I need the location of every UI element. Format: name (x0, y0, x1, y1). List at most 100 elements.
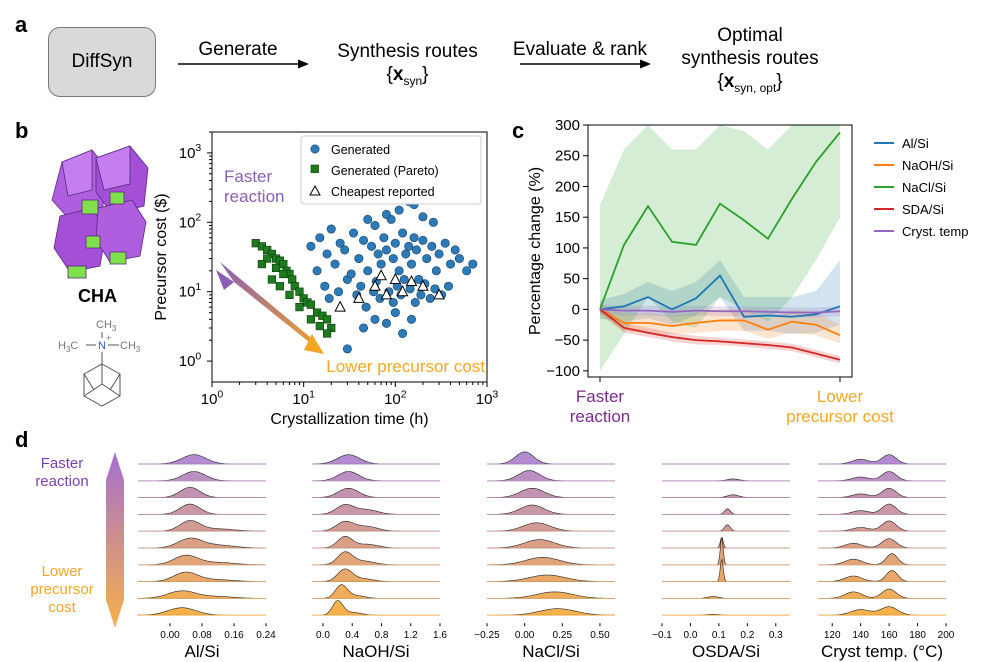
pareto-point (279, 269, 288, 279)
generated-point (390, 308, 400, 318)
synthesis-routes-node: Synthesis routes {xsyn} (320, 40, 495, 93)
legend-label: Generated (331, 143, 390, 157)
pareto-point (285, 290, 294, 299)
ridge-x-tick-label: 200 (938, 630, 955, 641)
reported-point (353, 291, 365, 303)
ridge-density (487, 591, 615, 599)
ridge-x-tick-label: 0.25 (553, 630, 573, 641)
evaluate-arrow (520, 59, 651, 69)
ridge-density (312, 551, 440, 566)
series-line (599, 274, 841, 318)
legend-label: NaOH/Si (902, 158, 953, 173)
y-tick-label: 100 (555, 240, 580, 257)
ridge-density (138, 503, 266, 515)
ridge-density (662, 494, 790, 498)
generated-point (406, 259, 416, 269)
ridge-density (138, 554, 266, 566)
ridge-density (311, 454, 440, 465)
generated-point (324, 293, 334, 303)
y-tick-label: 103 (179, 142, 202, 162)
generated-point (320, 281, 330, 291)
generated-point (398, 228, 408, 238)
ridge-density (138, 487, 266, 498)
generated-point (356, 281, 366, 291)
side-label-faster: Faster reaction (35, 455, 88, 490)
generated-point (335, 238, 345, 248)
reported-point (375, 269, 387, 281)
ridge-density (138, 454, 266, 465)
ridge-density (312, 535, 440, 549)
pareto-point (295, 287, 304, 296)
generated-point (434, 249, 444, 259)
ridge-density (138, 471, 266, 482)
generated-point (346, 269, 356, 279)
pareto-point (327, 323, 336, 333)
y-tick-label: −50 (555, 332, 580, 349)
legend-reported-marker (309, 184, 321, 196)
ridge-density (137, 607, 266, 616)
panel-label-c: c (512, 118, 525, 143)
pareto-point (275, 282, 284, 291)
ridge-x-tick-label: 0.16 (224, 630, 244, 641)
line-chart: −100 −50 0 50 100 150 200 250 300 Percentage chan… (527, 117, 968, 425)
series-line (599, 308, 841, 314)
generated-point (431, 266, 441, 276)
optimal-routes-node: Optimal synthesis routes {xsyn, opt} (660, 24, 840, 100)
ridge-x-tick-label: −0.25 (474, 630, 500, 641)
generated-point (388, 297, 398, 307)
legend-label: Cheapest reported (331, 185, 435, 199)
generated-point (342, 344, 352, 354)
svg-text:N: N (98, 340, 106, 352)
ridge-xlabel: NaCl/Si (522, 642, 580, 661)
ridge-density (818, 588, 946, 599)
reported-point (380, 288, 393, 300)
ridge-density (487, 608, 616, 616)
ridge-density (137, 590, 266, 599)
generated-point (390, 238, 400, 248)
ridge-density (312, 471, 440, 482)
line-ylabel: Percentage change (%) (527, 167, 544, 335)
generated-point (425, 293, 435, 303)
generated-point (410, 297, 420, 307)
reported-point (389, 272, 402, 284)
x-tick-label: 101 (292, 388, 315, 408)
legend-label: Generated (Pareto) (331, 164, 439, 178)
overlay-faster-reaction: Faster reaction (224, 167, 284, 206)
generated-point (388, 254, 398, 264)
optimal-line2: synthesis routes (681, 48, 819, 69)
ridge-x-tick-label: 1.6 (433, 630, 447, 641)
ridge-density (818, 503, 946, 515)
generated-point (370, 220, 380, 230)
pareto-point (290, 282, 299, 291)
svg-text:CH3: CH3 (96, 319, 117, 333)
ridge-density (487, 504, 615, 515)
optimal-line1: Optimal (717, 25, 783, 46)
ridge-density (487, 451, 615, 465)
pareto-point (271, 263, 281, 273)
x-label-lower-cost: Lower precursor cost (786, 387, 894, 425)
y-tick-label: 100 (179, 350, 202, 370)
generated-point (462, 266, 472, 276)
ridge-density (487, 574, 615, 582)
generated-point (381, 209, 391, 219)
ridge-density (487, 557, 615, 566)
ridge-density (818, 570, 946, 582)
generated-point (363, 214, 373, 224)
legend-label: SDA/Si (902, 202, 944, 217)
ridge-xlabel: Al/Si (185, 642, 220, 661)
ridge-density (138, 520, 266, 532)
ridge-density (312, 520, 440, 532)
diffsyn-box: DiffSyn (48, 27, 156, 97)
legend-label: Cryst. temp (902, 224, 968, 239)
ridge-density (487, 539, 615, 549)
reported-point (369, 279, 381, 291)
generated-point (334, 287, 344, 297)
generated-point (404, 241, 414, 251)
ridge-xlabel: NaOH/Si (342, 642, 409, 661)
generated-point (330, 259, 340, 269)
legend-pareto-marker (310, 164, 319, 173)
y-tick-label: 0 (572, 301, 580, 318)
pareto-point (267, 249, 276, 259)
synthesis-routes-symbol: {xsyn} (386, 64, 429, 88)
ridge-density (662, 558, 790, 582)
